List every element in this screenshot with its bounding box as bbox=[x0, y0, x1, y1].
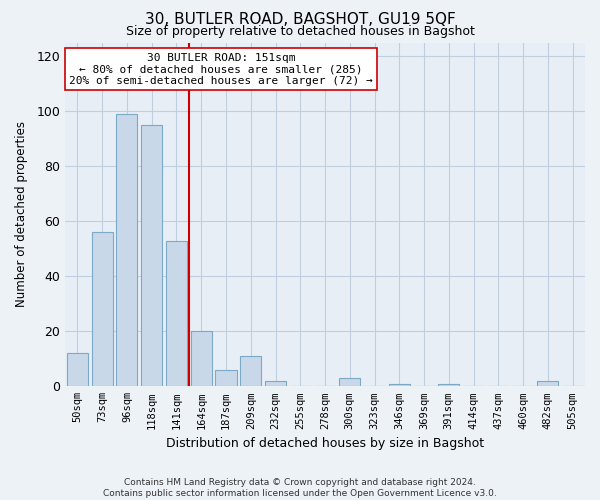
Bar bbox=[141, 125, 162, 386]
Bar bbox=[215, 370, 236, 386]
Bar bbox=[92, 232, 113, 386]
Y-axis label: Number of detached properties: Number of detached properties bbox=[15, 122, 28, 308]
X-axis label: Distribution of detached houses by size in Bagshot: Distribution of detached houses by size … bbox=[166, 437, 484, 450]
Bar bbox=[166, 240, 187, 386]
Bar bbox=[439, 384, 460, 386]
Bar bbox=[538, 381, 559, 386]
Bar bbox=[240, 356, 261, 386]
Bar bbox=[191, 332, 212, 386]
Text: 30, BUTLER ROAD, BAGSHOT, GU19 5QF: 30, BUTLER ROAD, BAGSHOT, GU19 5QF bbox=[145, 12, 455, 28]
Bar bbox=[265, 381, 286, 386]
Text: 30 BUTLER ROAD: 151sqm
← 80% of detached houses are smaller (285)
20% of semi-de: 30 BUTLER ROAD: 151sqm ← 80% of detached… bbox=[69, 53, 373, 86]
Bar bbox=[67, 354, 88, 386]
Bar bbox=[339, 378, 361, 386]
Text: Size of property relative to detached houses in Bagshot: Size of property relative to detached ho… bbox=[125, 25, 475, 38]
Bar bbox=[389, 384, 410, 386]
Text: Contains HM Land Registry data © Crown copyright and database right 2024.
Contai: Contains HM Land Registry data © Crown c… bbox=[103, 478, 497, 498]
Bar bbox=[116, 114, 137, 386]
